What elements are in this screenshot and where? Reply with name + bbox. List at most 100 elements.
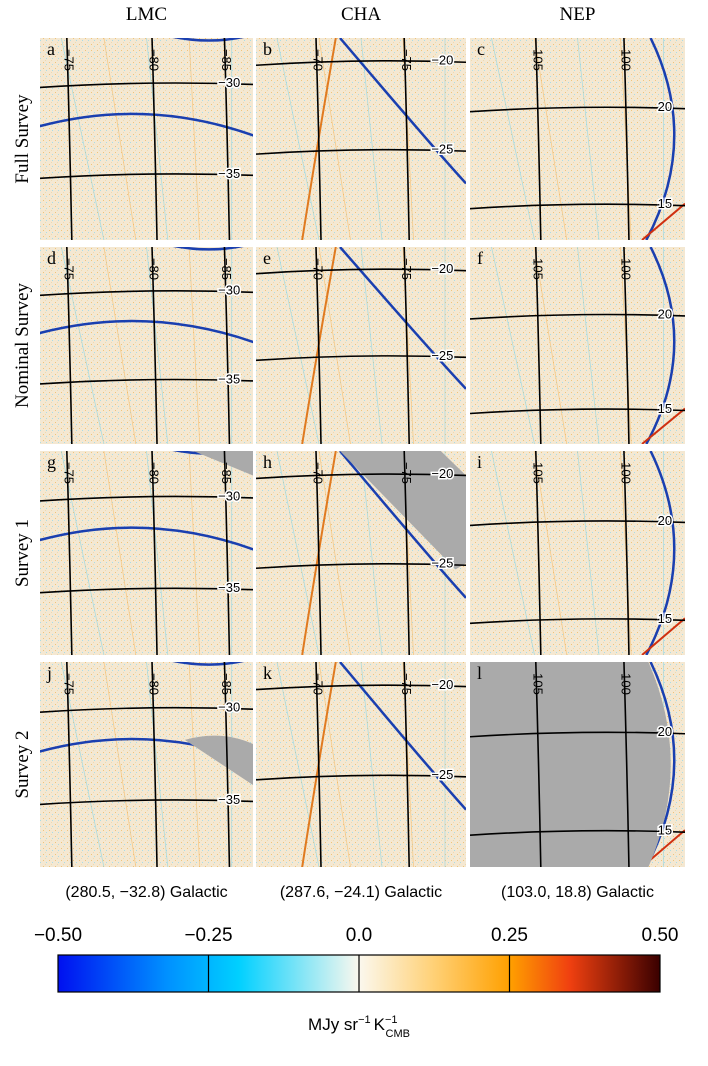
row-title: Survey 1: [12, 519, 33, 587]
panel-letter: j: [46, 663, 52, 683]
panel-letter: h: [263, 452, 272, 472]
streak: [188, 662, 201, 867]
streak: [534, 451, 568, 655]
streak: [318, 247, 351, 444]
panels: −75 −80 −85 −30 −35 a −70 −75 −20 −25 b 105 100 20 15 c…: [40, 38, 685, 867]
meridian: [66, 451, 73, 655]
meridian: [223, 247, 231, 444]
meridian-label: 100: [619, 258, 634, 280]
column-title: CHA: [341, 4, 381, 25]
meridian: [623, 451, 630, 655]
colorbar-tick-label: 0.0: [346, 925, 372, 946]
streak: [276, 662, 320, 867]
map-panel: 105 100 20 15 l: [470, 662, 685, 867]
parallel-label: −25: [431, 348, 453, 363]
parallel: [470, 520, 685, 527]
parallel: [470, 829, 685, 836]
streak: [360, 247, 383, 444]
row-title: Nominal Survey: [12, 282, 33, 408]
map-content: [256, 662, 466, 867]
meridian: [623, 662, 630, 867]
streak: [577, 247, 600, 444]
map-content: [40, 451, 253, 655]
meridian-label: −75: [399, 462, 414, 484]
meridian: [151, 247, 158, 444]
artifact-arc: [645, 247, 676, 444]
parallel-label: −35: [218, 166, 240, 181]
artifact-arc: [40, 319, 253, 344]
map-background: [256, 247, 466, 444]
meridian-label: −70: [311, 673, 326, 695]
parallel-label: 20: [658, 306, 672, 321]
meridian: [403, 451, 410, 655]
artifact-arc: [645, 38, 676, 240]
parallel: [40, 82, 253, 89]
streak: [318, 451, 351, 655]
map-content: [470, 662, 685, 867]
meridian: [223, 38, 231, 240]
meridian-label: 100: [619, 49, 634, 71]
artifact-arc: [339, 247, 466, 390]
meridian-label: −70: [311, 49, 326, 71]
column-title: LMC: [126, 4, 167, 25]
parallel: [256, 268, 466, 275]
panel-letter: b: [263, 39, 272, 59]
parallel: [470, 408, 685, 415]
meridian: [403, 38, 410, 240]
streak: [620, 38, 632, 240]
meridian-label: −75: [399, 673, 414, 695]
panel-letter: k: [263, 663, 272, 683]
caption: (103.0, 18.8) Galactic: [501, 884, 654, 901]
artifact-line: [641, 617, 685, 655]
streak: [146, 38, 169, 240]
parallel-label: 20: [658, 99, 672, 114]
meridian: [151, 38, 158, 240]
meridian-label: −85: [219, 49, 234, 71]
meridian-label: −80: [147, 462, 162, 484]
artifact-arc: [339, 451, 466, 599]
streak: [276, 38, 320, 240]
meridian-label: 105: [530, 673, 545, 695]
meridian-label: −75: [399, 49, 414, 71]
meridian: [66, 38, 73, 240]
parallel-label: 15: [658, 196, 672, 211]
meridian-label: −85: [219, 258, 234, 280]
colorbar-tick-label: −0.25: [184, 925, 232, 946]
streak: [146, 247, 169, 444]
parallel-label: −20: [431, 677, 453, 692]
parallel: [40, 587, 253, 594]
streak: [146, 662, 169, 867]
parallel-label: −25: [431, 142, 453, 157]
colorbar-tick-label: 0.25: [491, 925, 528, 946]
meridian-label: −70: [311, 462, 326, 484]
parallel: [256, 59, 466, 67]
map-content: [470, 38, 685, 240]
streak: [146, 451, 169, 655]
map-background: [256, 38, 466, 240]
streak: [620, 247, 632, 444]
panel-letter: l: [477, 663, 482, 683]
map-content: [40, 662, 253, 867]
parallel: [256, 355, 466, 362]
map-background: [470, 247, 685, 444]
streak: [360, 38, 383, 240]
streak: [620, 451, 632, 655]
streak: [188, 451, 201, 655]
meridian: [151, 662, 158, 867]
artifact-arc: [645, 451, 676, 655]
row-title: Survey 2: [12, 730, 33, 798]
meridian-label: 100: [619, 462, 634, 484]
map-background: [256, 662, 466, 867]
artifact-arc: [40, 526, 253, 551]
artifact-arc: [172, 38, 244, 42]
artifact-arc: [339, 38, 466, 185]
artifact-arc: [301, 451, 337, 655]
map-content: [470, 247, 685, 444]
map-panel: −70 −75 −20 −25 h: [256, 451, 466, 655]
parallel: [470, 203, 685, 210]
meridian: [403, 662, 410, 867]
map-content: [256, 247, 466, 444]
meridian-label: 105: [530, 258, 545, 280]
parallel-label: −20: [431, 53, 453, 68]
panel-letter: d: [47, 248, 56, 268]
